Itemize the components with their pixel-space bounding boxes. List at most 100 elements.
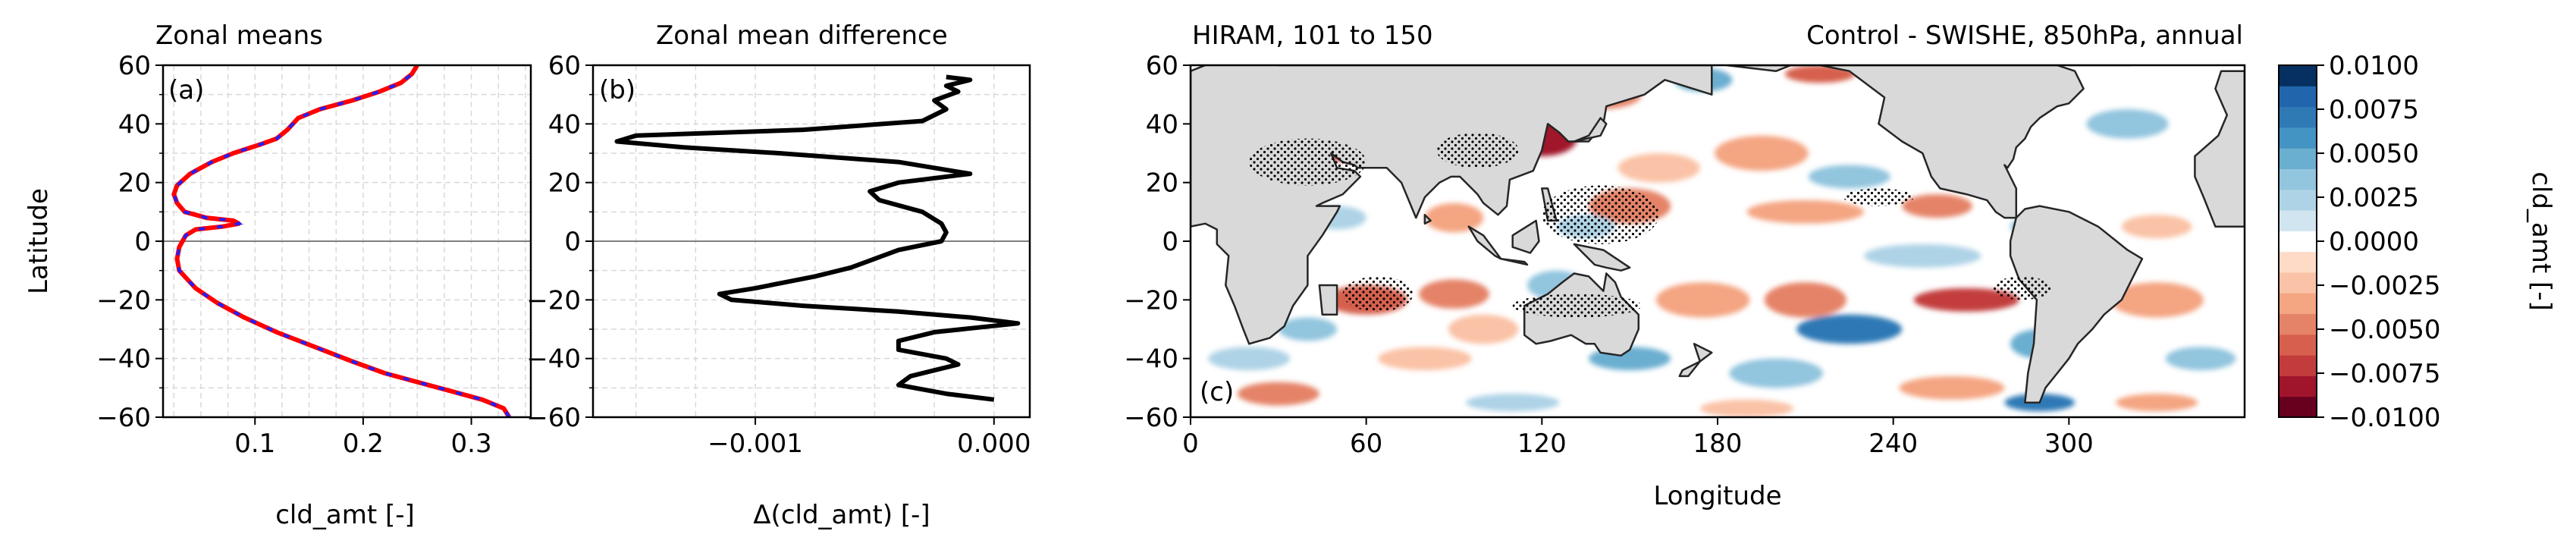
- y-tick-label: 40: [1146, 109, 1178, 140]
- panel-c: HIRAM, 101 to 150 Control - SWISHE, 850h…: [1124, 20, 2246, 511]
- colorbar-tick-label: −0.0025: [2329, 271, 2440, 301]
- anomaly-blob: [1419, 279, 1489, 309]
- y-tick-label: 20: [548, 168, 581, 199]
- panel-c-label: (c): [1200, 377, 1234, 407]
- colorbar-tick-label: −0.0100: [2329, 403, 2440, 433]
- anomaly-blob: [1465, 394, 1560, 412]
- stipple-region: [1992, 276, 2052, 300]
- anomaly-blob: [1208, 347, 1291, 371]
- x-tick-label: 0.3: [451, 429, 492, 459]
- x-tick-label: 240: [1868, 429, 1918, 459]
- panel-a-ticks: −60 −40 −20 0 20 40 60 0.1 0.2 0.3: [96, 51, 491, 459]
- stipple-region: [1542, 185, 1659, 244]
- y-tick-label: −60: [526, 403, 581, 433]
- anomaly-blob: [1424, 203, 1484, 233]
- anomaly-blob: [2110, 282, 2204, 318]
- landmass: [1318, 284, 1338, 316]
- anomaly-blob: [1902, 194, 1972, 218]
- panel-b-xlabel: Δ(cld_amt) [-]: [753, 500, 930, 530]
- landmass: [1467, 225, 1502, 260]
- landmass: [2194, 70, 2245, 228]
- colorbar-tick-label: 0.0050: [2329, 139, 2419, 169]
- panel-a-xlabel: cld_amt [-]: [275, 500, 415, 530]
- colorbar-level: [2279, 272, 2317, 294]
- y-tick-label: 0: [134, 227, 151, 257]
- colorbar-level: [2279, 355, 2317, 376]
- panel-c-xlabel: Longitude: [1653, 481, 1781, 511]
- significance-stippling: [1249, 132, 2052, 318]
- anomaly-blob: [1237, 382, 1319, 406]
- landmass: [1573, 243, 1631, 272]
- colorbar-tick-label: 0.0100: [2329, 51, 2419, 81]
- x-tick-label: 0.1: [234, 429, 275, 459]
- colorbar: 0.0100 0.0075 0.0050 0.0025 0.0000 −0.0025 −0.…: [2278, 51, 2556, 433]
- colorbar-level: [2279, 168, 2317, 190]
- series-line: [614, 74, 1021, 402]
- anomaly-blob: [1796, 314, 1903, 344]
- panel-a-title: Zonal means: [155, 20, 323, 51]
- x-tick-label: 0.000: [957, 429, 1031, 459]
- panel-a-lines: [171, 65, 512, 417]
- panel-a-label: (a): [168, 75, 204, 105]
- y-tick-label: 60: [118, 51, 151, 81]
- y-tick-label: −60: [1124, 403, 1178, 433]
- anomaly-blob: [1448, 314, 1519, 344]
- colorbar-tick-label: −0.0075: [2329, 359, 2440, 389]
- colorbar-level: [2279, 293, 2317, 315]
- anomaly-blob: [1699, 399, 1794, 417]
- x-tick-label: 180: [1693, 429, 1743, 459]
- stipple-region: [1342, 276, 1414, 312]
- landmass: [1693, 343, 1713, 363]
- y-tick-label: 60: [548, 51, 581, 81]
- landmass: [1423, 213, 1432, 225]
- panel-a: Zonal means −60 −40 −20 0 20 40 60 0.1 0.2 0.3 (a…: [24, 20, 532, 530]
- anomaly-blob: [1746, 199, 1865, 224]
- anomaly-blob: [2086, 109, 2169, 139]
- colorbar-level: [2279, 210, 2317, 231]
- colorbar-level: [2279, 251, 2317, 273]
- colorbar-level: [2279, 231, 2317, 253]
- panel-c-ticks: −60 −40 −20 0 20 40 60 0 60 120 180 240 300: [1124, 51, 2094, 459]
- colorbar-level: [2279, 86, 2317, 108]
- colorbar-level: [2279, 106, 2317, 128]
- panel-a-ylabel: Latitude: [24, 188, 54, 294]
- colorbar-level: [2279, 189, 2317, 211]
- landmass: [1191, 65, 1713, 345]
- y-tick-label: 40: [548, 109, 581, 140]
- anomaly-blob: [1864, 243, 1981, 268]
- anomaly-blob: [1899, 375, 2005, 400]
- stipple-region: [1436, 132, 1519, 168]
- y-tick-label: 40: [118, 109, 151, 140]
- anomaly-blob: [1378, 347, 1472, 371]
- colorbar-level: [2279, 396, 2317, 418]
- anomaly-blob: [2116, 394, 2198, 412]
- x-tick-label: 120: [1517, 429, 1567, 459]
- y-tick-label: −60: [96, 403, 151, 433]
- landmass: [1500, 257, 1529, 266]
- colorbar-level: [2279, 313, 2317, 335]
- anomaly-blob: [2165, 347, 2236, 371]
- y-tick-label: −40: [526, 344, 581, 375]
- y-tick-label: −40: [1124, 344, 1178, 375]
- y-tick-label: 60: [1146, 51, 1178, 81]
- y-tick-label: −20: [1124, 285, 1178, 316]
- anomaly-blob: [1617, 153, 1700, 183]
- landmass: [1678, 360, 1702, 378]
- colorbar-tick-label: 0.0000: [2329, 227, 2419, 257]
- y-tick-label: 20: [1146, 168, 1178, 199]
- stipple-region: [1512, 294, 1642, 318]
- colorbar-level: [2279, 127, 2317, 149]
- anomaly-blob: [1808, 165, 1890, 189]
- landmass: [1511, 219, 1540, 254]
- colorbar-level: [2279, 65, 2317, 86]
- colorbar-level: [2279, 334, 2317, 356]
- colorbar-tick-label: 0.0025: [2329, 183, 2419, 213]
- y-tick-label: 0: [1162, 227, 1178, 257]
- colorbar-level: [2279, 148, 2317, 169]
- anomaly-blob: [1729, 358, 1823, 388]
- anomaly-blob: [1764, 282, 1846, 318]
- stipple-region: [1249, 138, 1366, 186]
- x-tick-label: 0: [1182, 429, 1199, 459]
- panel-b-grid: [593, 65, 1030, 417]
